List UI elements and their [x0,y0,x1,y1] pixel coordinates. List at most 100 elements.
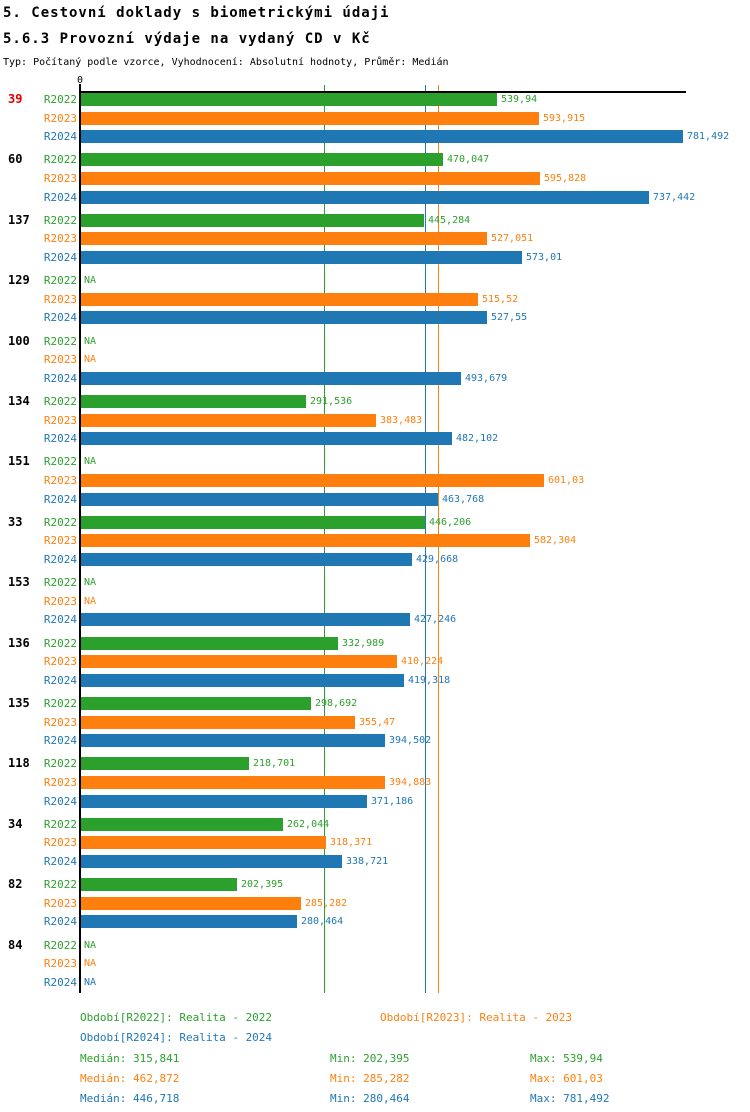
category-label-153: 153 [8,575,30,589]
series-label-r2022: R2022 [43,757,77,770]
na-value-label: NA [84,596,97,607]
bar-value-label: 781,492 [687,131,730,142]
series-label-r2024: R2024 [43,855,77,868]
bar-value-label: 371,186 [371,796,414,807]
stat-max-r2022: Max: 539,94 [530,1052,603,1065]
bar-r2024-category-137 [81,251,522,264]
bar-value-label: 285,282 [305,898,348,909]
na-value-label: NA [84,940,97,951]
stat-median-r2022: Medián: 315,841 [80,1052,180,1065]
bar-value-label: 463,768 [442,494,485,505]
x-axis-zero-tick [79,84,81,91]
legend-item-r2022: Období[R2022]: Realita - 2022 [80,1011,273,1024]
bar-value-label: 595,828 [544,173,587,184]
bar-value-label: 482,102 [456,433,499,444]
series-label-r2024: R2024 [43,432,77,445]
bar-value-label: 291,536 [310,396,353,407]
category-label-135: 135 [8,696,30,710]
chart-meta-line: Typ: Počítaný podle vzorce, Vyhodnocení:… [3,57,449,68]
bar-r2024-category-33 [81,553,412,566]
series-label-r2023: R2023 [43,353,77,366]
bar-value-label: 446,206 [429,517,472,528]
series-label-r2024: R2024 [43,493,77,506]
bar-r2024-category-134 [81,432,452,445]
series-label-r2023: R2023 [43,897,77,910]
stat-min-r2023: Min: 285,282 [330,1072,410,1085]
bar-value-label: 280,464 [301,916,344,927]
series-label-r2023: R2023 [43,172,77,185]
series-label-r2022: R2022 [43,878,77,891]
bar-r2023-category-136 [81,655,397,668]
series-label-r2022: R2022 [43,455,77,468]
bar-value-label: 573,01 [526,252,563,263]
bar-value-label: 218,701 [253,758,296,769]
category-label-34: 34 [8,817,23,831]
category-label-136: 136 [8,636,30,650]
bar-r2024-category-82 [81,915,297,928]
series-label-r2022: R2022 [43,516,77,529]
series-label-r2024: R2024 [43,795,77,808]
bar-value-label: 410,224 [401,656,444,667]
series-label-r2024: R2024 [43,311,77,324]
stat-min-r2022: Min: 202,395 [330,1052,410,1065]
bar-r2022-category-39 [81,93,497,106]
bar-r2023-category-34 [81,836,326,849]
series-label-r2024: R2024 [43,130,77,143]
bar-value-label: 593,915 [543,113,586,124]
bar-r2024-category-39 [81,130,683,143]
bar-value-label: 493,679 [465,373,508,384]
na-value-label: NA [84,977,97,988]
bar-r2022-category-134 [81,395,306,408]
bar-r2024-category-34 [81,855,342,868]
series-label-r2024: R2024 [43,372,77,385]
series-label-r2023: R2023 [43,776,77,789]
category-label-134: 134 [8,394,30,408]
series-label-r2023: R2023 [43,595,77,608]
series-label-r2022: R2022 [43,818,77,831]
bar-r2024-category-136 [81,674,404,687]
legend-item-r2023: Období[R2023]: Realita - 2023 [380,1011,573,1024]
x-axis-line [80,91,686,93]
bar-r2024-category-60 [81,191,649,204]
bar-value-label: 527,051 [491,233,534,244]
bar-r2023-category-134 [81,414,376,427]
stat-median-r2023: Medián: 462,872 [80,1072,180,1085]
category-label-151: 151 [8,454,30,468]
series-label-r2023: R2023 [43,414,77,427]
series-label-r2023: R2023 [43,232,77,245]
bar-value-label: 355,47 [359,717,396,728]
category-label-100: 100 [8,334,30,348]
bar-value-label: 383,483 [380,415,423,426]
bar-r2022-category-118 [81,757,249,770]
bar-r2024-category-151 [81,493,438,506]
series-label-r2023: R2023 [43,655,77,668]
bar-value-label: 601,03 [548,475,585,486]
bar-r2023-category-118 [81,776,385,789]
series-label-r2024: R2024 [43,915,77,928]
series-label-r2023: R2023 [43,716,77,729]
bar-r2023-category-60 [81,172,540,185]
bar-r2023-category-82 [81,897,301,910]
series-label-r2022: R2022 [43,697,77,710]
series-label-r2024: R2024 [43,613,77,626]
na-value-label: NA [84,958,97,969]
bar-r2022-category-136 [81,637,338,650]
category-label-39: 39 [8,92,23,106]
bar-r2023-category-135 [81,716,355,729]
category-label-84: 84 [8,938,23,952]
series-label-r2023: R2023 [43,836,77,849]
na-value-label: NA [84,336,97,347]
series-label-r2023: R2023 [43,474,77,487]
bar-r2023-category-137 [81,232,487,245]
category-label-129: 129 [8,273,30,287]
series-label-r2022: R2022 [43,335,77,348]
bar-value-label: 262,044 [287,819,330,830]
x-axis-zero-label: 0 [77,75,84,86]
category-label-82: 82 [8,877,23,891]
bar-r2022-category-82 [81,878,237,891]
series-label-r2022: R2022 [43,274,77,287]
legend-item-r2024: Období[R2024]: Realita - 2024 [80,1031,273,1044]
bar-value-label: 419,318 [408,675,451,686]
bar-r2022-category-137 [81,214,424,227]
